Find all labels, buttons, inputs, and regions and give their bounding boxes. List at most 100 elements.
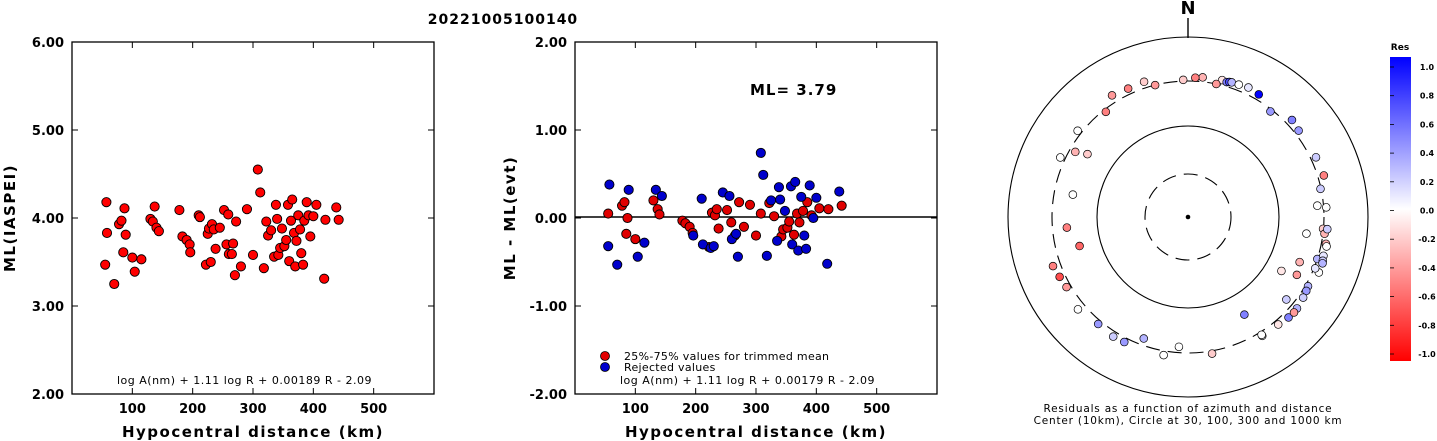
plot2-xlabel: Hypocentral distance (km) [625,423,887,441]
polar-point [1150,80,1160,90]
polar-point [1318,259,1327,268]
polar-point [1139,77,1149,87]
plot2-point-trimmed [713,223,724,234]
polar-point [1198,73,1207,82]
figure-title: 20221005100140 [428,12,578,28]
plot1-point [231,216,242,227]
plot1-point [320,214,331,225]
polar-point [1108,332,1118,341]
polar-point [1254,90,1264,99]
plot2-ticks: 100 200 300 400 500 -2.00 -1.00 0.00 1.00 2.00 [530,36,937,417]
plot1-point [101,197,112,208]
polar-point [1319,171,1329,180]
polar-point [1302,229,1311,238]
plot1-ytick-label: 5.00 [32,124,64,139]
polar-point [1323,224,1332,234]
plot1-point [261,216,272,227]
plot1-point [129,266,140,277]
polar-point [1234,80,1244,89]
polar-point [1310,264,1320,273]
plot2-point-rejected [632,251,643,262]
plot2-point-trimmed [738,221,749,232]
plot1-point [295,224,306,235]
plot1-point [205,256,216,268]
plot2-point-rejected [758,169,769,180]
plot1-point [266,225,277,236]
polar-point [1075,241,1084,251]
plot1-frame [71,41,435,395]
polar-point [1257,330,1266,340]
polar-point [1068,190,1078,199]
plot1-xlabel: Hypocentral distance (km) [122,423,384,441]
plot1-xtick-label: 300 [239,402,266,417]
plot2-point-trimmed [603,208,614,219]
plot2-ytick-label: 0.00 [535,212,567,227]
colorbar-gradient [1390,57,1411,361]
plot2-point-trimmed [814,203,825,214]
plot1-formula: log A(nm) + 1.11 log R + 0.00189 R - 2.0… [117,374,372,387]
ring-100km [1096,125,1280,309]
plot2-point-trimmed [784,216,795,227]
polar-point [1207,349,1217,358]
colorbar-tick-label: -1.0 [1418,350,1436,359]
plot2-point-rejected [773,182,784,193]
plot2-point-trimmed [726,217,737,228]
plot1-point [276,223,288,234]
plot1-point [255,187,266,198]
polar-point [1083,149,1092,159]
plot1-point [229,270,240,281]
center-dot [1185,214,1191,220]
plot1-point [153,226,164,237]
plot1-point [118,247,129,258]
plot2-point-trimmed [622,212,633,224]
north-label: N [1180,0,1195,19]
plot1-point [109,278,120,290]
polar-point [1056,153,1065,162]
plot1-point [174,205,185,216]
polar-point [1284,313,1293,322]
plot1-point [120,229,131,240]
plot1-point [116,215,127,226]
plot2-point-rejected [801,243,812,254]
plot1-point [291,235,302,246]
plot2-point-trimmed [750,230,762,241]
polar-caption-line1: Residuals as a function of azimuth and d… [1044,403,1333,415]
plot2-point-rejected [696,193,707,204]
ring-outer [1007,36,1369,398]
plot2-point-rejected [772,235,783,246]
plot1-point [210,243,221,254]
plot1-point [331,202,342,213]
colorbar-tick-label: -0.2 [1418,235,1436,244]
polar-point [1295,257,1304,267]
plot1-point [119,203,130,214]
plot1-point [272,213,283,224]
plot2-formula: log A(nm) + 1.11 log R + 0.00179 R - 2.0… [620,374,875,387]
panel-polar: N Residuals as a function of azimuth and… [1007,0,1369,427]
polar-point [1273,320,1283,329]
plot1-point [281,234,292,246]
polar-point [1071,147,1080,157]
plot1-point [241,204,253,215]
plot1-ylabel: ML(IASPEI) [1,164,19,272]
plot2-point-rejected [787,239,798,250]
plot2-point-trimmed [621,228,632,239]
plot2-point-rejected [688,230,699,241]
plot1-ytick-label: 4.00 [32,212,64,227]
polar-caption-line2: Center (10km), Circle at 30, 100, 300 an… [1034,415,1343,427]
polar-point [1244,83,1253,92]
plot1-point [149,201,160,212]
polar-point [1289,308,1299,317]
plot1-ticks: 100 200 300 400 500 2.00 3.00 4.00 5.00 6.00 [32,36,434,417]
plot2-point-trimmed [619,197,630,208]
polar-point [1227,78,1236,87]
colorbar: Res 1.0 0.8 0.6 0.4 0.2 0.0 -0.2 -0.4 -0.6 -0.8 -1… [1390,43,1436,361]
plot2-point-rejected [604,179,615,190]
plot2-xtick-label: 300 [742,402,769,417]
colorbar-tick-label: 0.2 [1420,178,1434,187]
plot1-point [333,214,344,225]
polar-point [1107,91,1117,100]
polar-point [1048,261,1058,271]
plot1-xtick-label: 500 [360,402,387,417]
plot1-point [226,249,237,260]
plot1-point [194,212,205,223]
